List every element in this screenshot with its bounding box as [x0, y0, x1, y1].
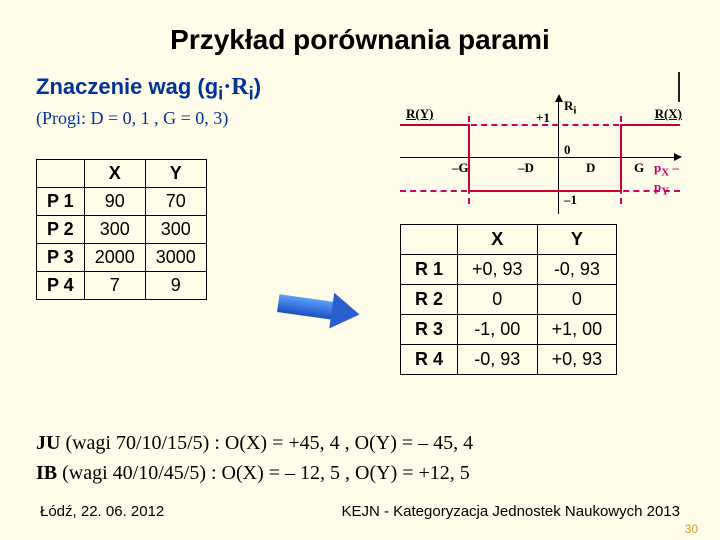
t2-r0c2: -0, 93	[537, 255, 617, 285]
ju-label: JU	[36, 432, 60, 454]
t1-h1: X	[84, 160, 145, 188]
t1-r3c2: 9	[145, 272, 206, 300]
t1-r2c2: 3000	[145, 244, 206, 272]
table-row: P 320003000	[37, 244, 207, 272]
t1-r2c0: P 3	[37, 244, 85, 272]
t2-r1c1: 0	[458, 285, 538, 315]
lbl-p1: +1	[536, 110, 550, 126]
table-row: R 3-1, 00+1, 00	[401, 315, 617, 345]
table-row: P 479	[37, 272, 207, 300]
lbl-rx: R(X)	[655, 106, 682, 122]
lbl-ri: Ri	[564, 98, 576, 117]
table-header-row: X Y	[37, 160, 207, 188]
t2-r1c2: 0	[537, 285, 617, 315]
t2-r0c1: +0, 93	[458, 255, 538, 285]
sub1-part1: Znaczenie wag (g	[36, 74, 218, 99]
t1-h2: Y	[145, 160, 206, 188]
table-row: R 4-0, 93+0, 93	[401, 345, 617, 375]
rule-marker	[678, 72, 680, 102]
sub1-dot: ·R	[223, 74, 248, 100]
left-column: Znaczenie wag (gi·Ri) (Progi: D = 0, 1 ,…	[36, 74, 366, 300]
t2-r2c1: -1, 00	[458, 315, 538, 345]
ju-values: (wagi 70/10/15/5) : O(X) = +45, 4 , O(Y)…	[60, 432, 473, 454]
result-line-1: JU (wagi 70/10/15/5) : O(X) = +45, 4 , O…	[36, 428, 684, 458]
t2-r2c0: R 3	[401, 315, 458, 345]
footer-right: KEJN - Kategoryzacja Jednostek Naukowych…	[341, 503, 680, 520]
slide-title: Przykład porównania parami	[36, 24, 684, 56]
ib-values: (wagi 40/10/45/5) : O(X) = – 12, 5 , O(Y…	[57, 462, 470, 484]
t2-h0	[401, 225, 458, 255]
x-axis	[400, 157, 680, 158]
t1-r0c2: 70	[145, 188, 206, 216]
table-left: X Y P 19070 P 2300300 P 320003000 P 479	[36, 159, 207, 300]
t2-r3c2: +0, 93	[537, 345, 617, 375]
ib-label: IB	[36, 462, 57, 484]
lbl-pxpy: pX – pY	[654, 160, 680, 197]
lbl-mg: –G	[452, 160, 469, 176]
subheading-1: Znaczenie wag (gi·Ri)	[36, 74, 366, 104]
y-axis	[558, 96, 559, 214]
lbl-ry: R(Y)	[406, 106, 433, 122]
lbl-d: D	[586, 160, 595, 176]
table-row: P 19070	[37, 188, 207, 216]
footer: Łódź, 22. 06. 2012 KEJN - Kategoryzacja …	[0, 503, 720, 520]
t1-r3c0: P 4	[37, 272, 85, 300]
t1-r3c1: 7	[84, 272, 145, 300]
lbl-m1: –1	[564, 192, 577, 208]
t2-r0c0: R 1	[401, 255, 458, 285]
t2-r3c0: R 4	[401, 345, 458, 375]
lbl-0: 0	[564, 142, 571, 158]
table-header-row: X Y	[401, 225, 617, 255]
t1-h0	[37, 160, 85, 188]
page-number: 30	[685, 522, 698, 536]
step-b	[468, 124, 470, 190]
sub2-text: Progi: D = 0, 1 , G = 0, 3	[42, 108, 222, 128]
t1-r0c1: 90	[84, 188, 145, 216]
footer-left: Łódź, 22. 06. 2012	[40, 503, 164, 520]
table-row: R 200	[401, 285, 617, 315]
t1-r1c0: P 2	[37, 216, 85, 244]
results-block: JU (wagi 70/10/15/5) : O(X) = +45, 4 , O…	[36, 428, 684, 488]
sub1-part2: )	[254, 74, 261, 99]
table-row: R 1+0, 93-0, 93	[401, 255, 617, 285]
t2-r1c0: R 2	[401, 285, 458, 315]
step-e	[620, 124, 680, 126]
t2-r2c2: +1, 00	[537, 315, 617, 345]
t1-r1c1: 300	[84, 216, 145, 244]
result-line-2: IB (wagi 40/10/45/5) : O(X) = – 12, 5 , …	[36, 458, 684, 488]
lbl-g: G	[634, 160, 644, 176]
t2-h1: X	[458, 225, 538, 255]
t2-r3c1: -0, 93	[458, 345, 538, 375]
t1-r0c0: P 1	[37, 188, 85, 216]
t1-r1c2: 300	[145, 216, 206, 244]
threshold-diagram: R(Y) R(X) Ri +1 0 –1 –G –D D G pX – pY	[400, 102, 680, 212]
paren-close: )	[222, 108, 228, 128]
step-a	[400, 124, 470, 126]
t2-h2: Y	[537, 225, 617, 255]
subheading-2: (Progi: D = 0, 1 , G = 0, 3)	[36, 108, 366, 129]
table-right: X Y R 1+0, 93-0, 93 R 200 R 3-1, 00+1, 0…	[400, 224, 617, 375]
table-row: P 2300300	[37, 216, 207, 244]
step-c	[468, 190, 622, 192]
lbl-md: –D	[518, 160, 534, 176]
t1-r2c1: 2000	[84, 244, 145, 272]
step-d	[620, 124, 622, 190]
